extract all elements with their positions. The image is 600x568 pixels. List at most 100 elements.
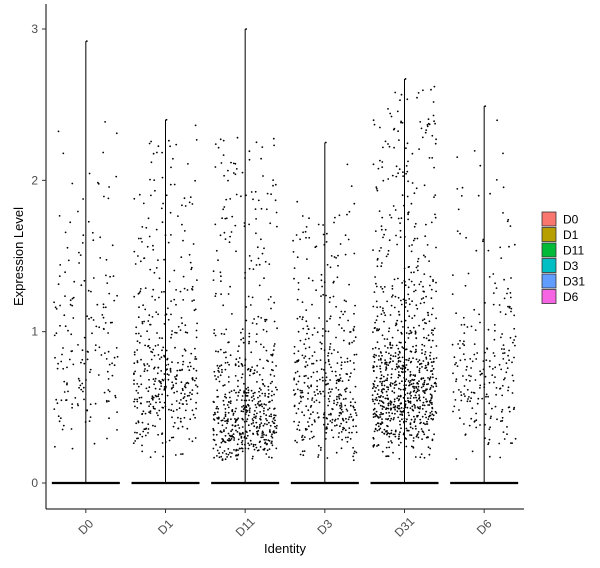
data-point [380, 352, 382, 354]
data-point [258, 441, 261, 444]
data-point [233, 389, 236, 392]
data-point [311, 399, 313, 401]
data-point [428, 320, 431, 323]
data-point [166, 373, 169, 376]
data-point [151, 397, 153, 400]
data-point [353, 452, 355, 455]
data-point [57, 283, 60, 286]
data-point [399, 395, 402, 398]
data-point [403, 376, 406, 379]
data-point [418, 283, 421, 286]
data-point [406, 418, 408, 421]
data-point [414, 351, 417, 354]
data-point [154, 380, 156, 382]
data-point [99, 257, 102, 259]
data-point [393, 387, 396, 389]
data-point [183, 197, 186, 200]
data-point [89, 368, 92, 371]
data-point [242, 404, 245, 407]
data-point [315, 399, 318, 402]
data-point [493, 381, 495, 384]
data-point [264, 395, 266, 397]
data-point [398, 457, 401, 460]
data-point [91, 332, 93, 335]
data-point [183, 348, 186, 351]
data-point [390, 382, 392, 384]
data-point [400, 402, 403, 404]
data-point [184, 349, 187, 352]
data-point [180, 399, 182, 401]
data-point [154, 394, 157, 397]
data-point [420, 362, 423, 365]
data-point [306, 385, 309, 388]
data-point [324, 141, 327, 144]
data-point [398, 350, 401, 353]
data-point [53, 334, 56, 337]
data-point [92, 319, 95, 321]
data-point [325, 431, 328, 434]
data-point [482, 368, 485, 371]
data-point [269, 424, 272, 427]
data-point [416, 399, 418, 402]
data-point [409, 426, 412, 429]
data-point [327, 352, 330, 355]
data-point [402, 365, 405, 368]
data-point [78, 251, 80, 254]
data-point [66, 383, 68, 386]
data-point [115, 347, 118, 349]
data-point [165, 194, 168, 197]
data-point [302, 327, 305, 330]
data-point [355, 451, 358, 454]
data-point [149, 456, 152, 459]
data-point [248, 158, 251, 161]
data-point [403, 204, 405, 207]
data-point [149, 403, 152, 405]
data-point [218, 371, 221, 373]
data-point [330, 366, 332, 369]
data-point [263, 433, 265, 436]
x-tick-label: D0 [75, 516, 96, 537]
data-point [404, 306, 407, 308]
data-point [104, 322, 107, 324]
data-point [223, 333, 226, 335]
data-point [355, 412, 357, 414]
data-point [173, 269, 176, 272]
data-point [428, 429, 430, 431]
data-point [331, 370, 334, 373]
data-point [475, 412, 477, 415]
data-point [81, 349, 84, 352]
data-point [177, 427, 180, 430]
data-point [379, 306, 382, 308]
data-point [412, 440, 415, 442]
data-point [241, 447, 244, 450]
data-point [341, 438, 343, 441]
data-point [334, 370, 337, 373]
data-point [310, 375, 313, 378]
data-point [223, 417, 226, 420]
data-point [151, 295, 154, 298]
data-point [335, 424, 338, 427]
data-point [352, 398, 354, 400]
data-point [191, 409, 194, 412]
data-point [404, 393, 406, 396]
data-point [349, 401, 352, 404]
data-point [54, 445, 56, 448]
data-point [513, 356, 515, 359]
data-point [162, 202, 165, 205]
data-point [428, 377, 431, 380]
data-point [493, 355, 496, 357]
data-point [319, 359, 322, 361]
data-point [372, 416, 375, 418]
data-point [107, 350, 110, 353]
data-point [231, 428, 234, 431]
data-point [459, 339, 461, 342]
data-point [378, 250, 381, 252]
data-point [319, 378, 321, 381]
data-point [249, 370, 252, 373]
data-point [463, 423, 465, 425]
data-point [183, 287, 186, 290]
data-point [71, 447, 74, 450]
data-point [268, 421, 270, 424]
data-point [146, 363, 149, 365]
data-point [255, 406, 258, 409]
